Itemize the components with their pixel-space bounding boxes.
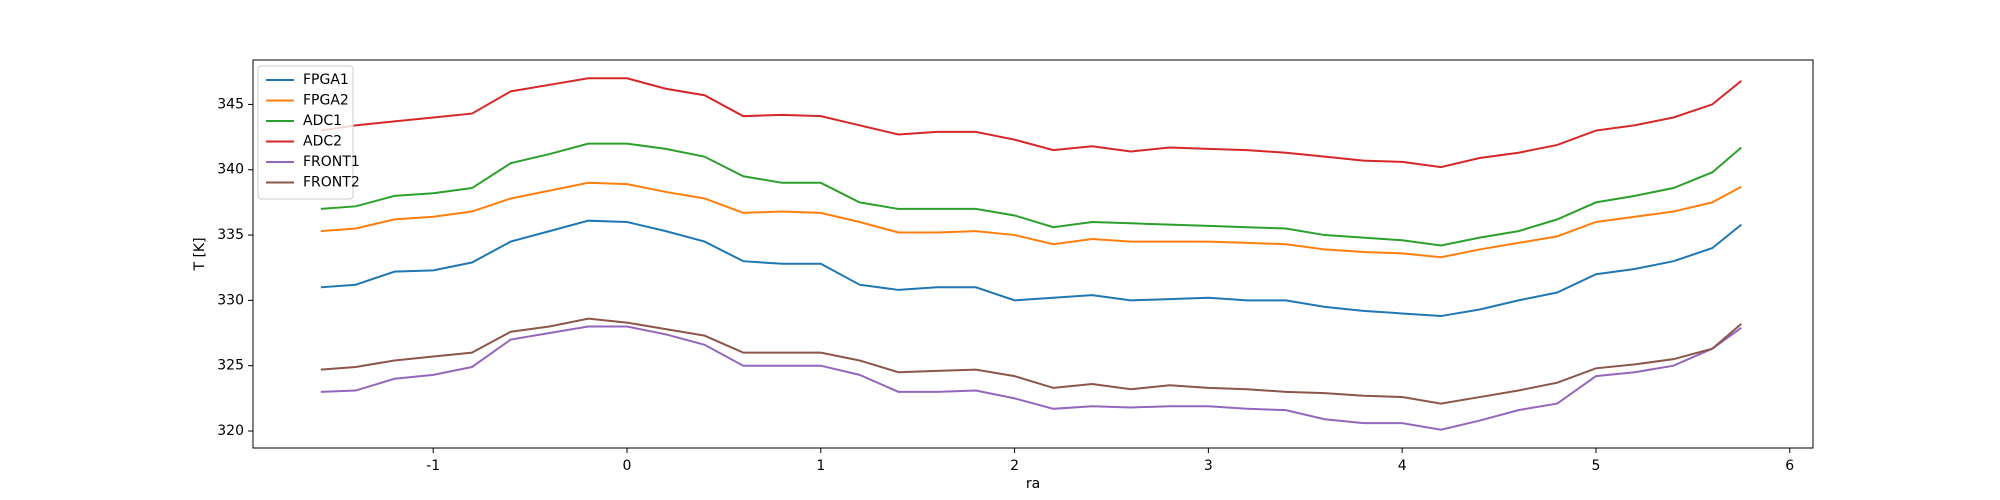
y-axis-label: T [K] xyxy=(192,237,208,271)
x-tick-label: 6 xyxy=(1785,458,1794,474)
x-tick-label: 3 xyxy=(1204,458,1213,474)
y-tick-label: 340 xyxy=(217,162,244,178)
legend-label: FPGA1 xyxy=(303,72,349,88)
series-line xyxy=(320,325,1742,431)
x-tick-label: 5 xyxy=(1591,458,1600,474)
series-line xyxy=(320,317,1742,405)
series-line xyxy=(320,142,1742,247)
series-line xyxy=(320,219,1742,318)
x-tick-label: 0 xyxy=(623,458,632,474)
x-tick-label: 1 xyxy=(816,458,825,474)
legend-label: FRONT1 xyxy=(303,154,360,170)
series-line xyxy=(320,181,1742,259)
legend-box xyxy=(257,65,354,200)
legend-label: FPGA2 xyxy=(303,93,349,109)
y-tick-label: 325 xyxy=(217,358,244,374)
legend-label: FRONT2 xyxy=(303,175,360,191)
x-tick-label: 4 xyxy=(1398,458,1407,474)
y-tick-label: 335 xyxy=(217,227,244,243)
plot-frame xyxy=(252,59,1814,449)
series-line xyxy=(320,77,1742,169)
legend-label: ADC2 xyxy=(303,134,342,150)
y-tick-label: 330 xyxy=(217,292,244,308)
legend-label: ADC1 xyxy=(303,113,342,129)
x-tick-label: 2 xyxy=(1010,458,1019,474)
x-tick-label: -1 xyxy=(426,458,440,474)
y-tick-label: 320 xyxy=(217,423,244,439)
y-tick-label: 345 xyxy=(217,96,244,112)
x-axis-label: ra xyxy=(1026,476,1040,492)
